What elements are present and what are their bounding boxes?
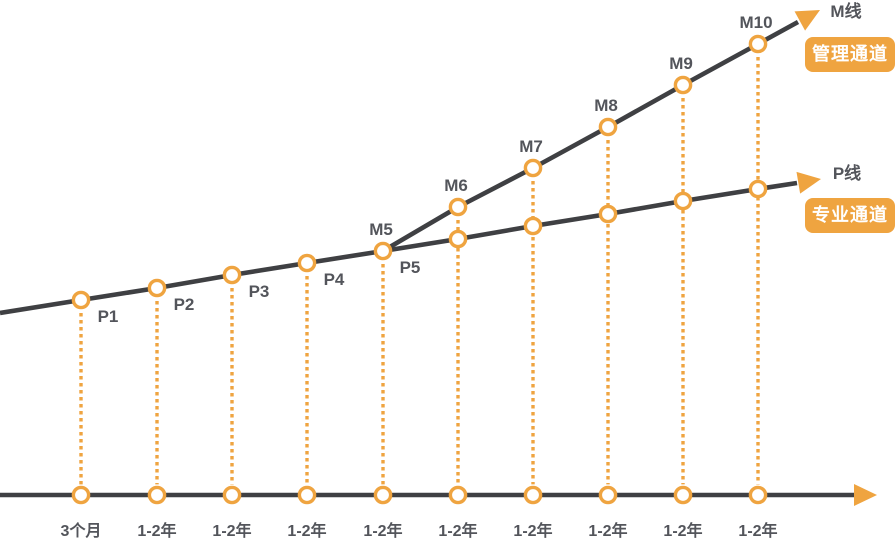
timeline-point: [373, 485, 393, 505]
p-line-badge: 专业通道: [805, 198, 895, 233]
timeline-point: [222, 485, 242, 505]
p-line-point: [523, 216, 543, 236]
point-label-M7: M7: [519, 137, 543, 156]
tick-label: 1-2年: [287, 521, 326, 540]
point-label-M10: M10: [739, 13, 772, 32]
p-line-point: [147, 278, 167, 298]
p-line-point: [748, 179, 768, 199]
m-line-label: M线: [830, 2, 862, 21]
p-line-point: [448, 229, 468, 249]
point-label-M6: M6: [444, 176, 468, 195]
point-label-P3: P3: [249, 282, 270, 301]
point-label-P4: P4: [324, 270, 345, 289]
p-line-point: [373, 241, 393, 261]
m-line-badge: 管理通道: [805, 37, 895, 72]
point-label-M9: M9: [669, 54, 693, 73]
m-line-point: [523, 158, 543, 178]
m-line-point: [598, 117, 618, 137]
point-label-P2: P2: [174, 295, 195, 314]
m-line-point: [673, 75, 693, 95]
timeline-point: [673, 485, 693, 505]
tick-label: 1-2年: [212, 521, 251, 540]
tick-label: 1-2年: [588, 521, 627, 540]
tick-label: 1-2年: [663, 521, 702, 540]
tick-label: 3个月: [61, 521, 102, 540]
tick-label: 1-2年: [738, 521, 777, 540]
p-line-arrow-icon: [796, 171, 821, 194]
tick-label: 1-2年: [438, 521, 477, 540]
m-line-arrow-icon: [794, 10, 820, 31]
timeline-point: [297, 485, 317, 505]
p-line-point: [222, 265, 242, 285]
timeline-point: [748, 485, 768, 505]
tick-label: 1-2年: [137, 521, 176, 540]
p-line-point: [598, 204, 618, 224]
tick-label: 1-2年: [513, 521, 552, 540]
p-line-point: [297, 253, 317, 273]
point-label-P1: P1: [98, 307, 119, 326]
timeline-point: [147, 485, 167, 505]
m-line-point: [748, 34, 768, 54]
tick-label: 1-2年: [363, 521, 402, 540]
p-line-label: P线: [832, 164, 862, 183]
p-line-point: [673, 191, 693, 211]
p-line-point: [71, 290, 91, 310]
m-line-point: [448, 197, 468, 217]
timeline-point: [71, 485, 91, 505]
timeline-arrow-icon: [854, 484, 877, 506]
point-label-M8: M8: [594, 96, 618, 115]
point-label-P5: P5: [400, 258, 421, 277]
p-line-path: [0, 180, 798, 316]
timeline-point: [448, 485, 468, 505]
point-label-M5: M5: [369, 220, 393, 239]
timeline-point: [598, 485, 618, 505]
timeline-point: [523, 485, 543, 505]
